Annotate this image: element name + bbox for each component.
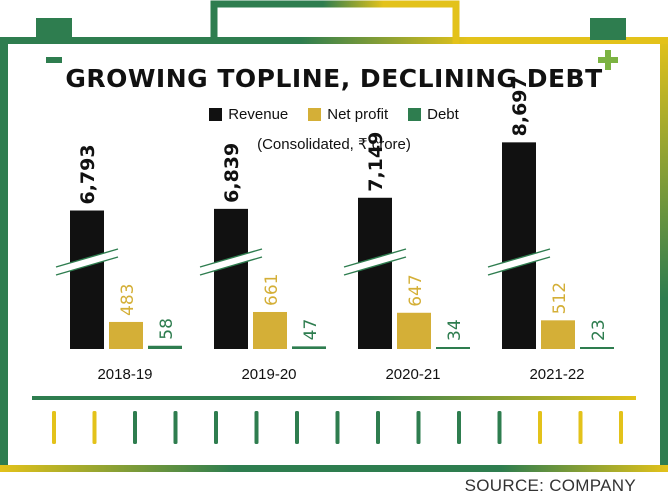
data-label-net-profit-2020-21: 647 bbox=[406, 274, 426, 306]
legend-item-debt: Debt bbox=[408, 106, 459, 123]
bar-debt-2019-20 bbox=[292, 346, 326, 349]
decorative-tick bbox=[335, 411, 340, 444]
legend-swatch-debt bbox=[408, 108, 422, 121]
bar-net-profit-2019-20 bbox=[253, 311, 287, 349]
plus-icon bbox=[598, 50, 618, 70]
data-label-revenue-2019-20: 6,839 bbox=[221, 143, 243, 203]
decorative-tick bbox=[497, 411, 502, 444]
legend: Revenue Net profit Debt bbox=[0, 106, 668, 123]
category-label-2020-21: 2020-21 bbox=[385, 366, 440, 383]
axis-break-line-bottom-2020-21 bbox=[343, 256, 407, 276]
legend-item-net-profit: Net profit bbox=[308, 106, 388, 123]
legend-item-revenue: Revenue bbox=[209, 106, 288, 123]
decorative-tick bbox=[619, 411, 623, 444]
bar-debt-2020-21 bbox=[436, 347, 470, 349]
minus-icon bbox=[46, 57, 62, 63]
decorative-tick bbox=[295, 411, 299, 444]
decorative-tick bbox=[173, 411, 178, 444]
axis-break-2021-22 bbox=[488, 249, 550, 275]
chart-subtitle: (Consolidated, ₹ crore) bbox=[257, 136, 411, 153]
decorative-tick bbox=[133, 411, 137, 444]
axis-break-line-bottom-2019-20 bbox=[199, 256, 263, 276]
bar-net-profit-2020-21 bbox=[397, 312, 431, 349]
decorative-tick bbox=[254, 411, 259, 444]
axis-break-2018-19 bbox=[56, 249, 118, 275]
decorative-tick bbox=[92, 411, 97, 444]
axis-break-line-top-2021-22 bbox=[487, 248, 551, 268]
bar-debt-2021-22 bbox=[580, 347, 614, 349]
decorative-tick bbox=[52, 411, 56, 444]
decorative-tick bbox=[416, 411, 421, 444]
data-label-debt-2021-22: 23 bbox=[589, 319, 609, 341]
bar-net-profit-2018-19 bbox=[109, 321, 143, 349]
chart-title: GROWING TOPLINE, DECLINING DEBT bbox=[65, 64, 603, 93]
category-label-2019-20: 2019-20 bbox=[241, 366, 296, 383]
data-label-revenue-2018-19: 6,793 bbox=[77, 144, 99, 204]
legend-label-net-profit: Net profit bbox=[327, 106, 389, 123]
data-label-revenue-2021-22: 8,697 bbox=[509, 76, 531, 136]
source-note: SOURCE: COMPANY bbox=[464, 476, 636, 495]
bar-revenue-2018-19 bbox=[70, 210, 104, 349]
decorative-tick bbox=[376, 411, 380, 444]
bar-revenue-2020-21 bbox=[358, 197, 392, 349]
category-label-2021-22: 2021-22 bbox=[529, 366, 584, 383]
legend-label-revenue: Revenue bbox=[228, 106, 289, 123]
bar-net-profit-2021-22 bbox=[541, 320, 575, 349]
data-label-net-profit-2021-22: 512 bbox=[550, 282, 570, 314]
axis-break-line-bottom-2021-22 bbox=[487, 256, 551, 276]
bar-debt-2018-19 bbox=[148, 345, 182, 349]
axis-break-line-top-2019-20 bbox=[199, 248, 263, 268]
decorative-tick bbox=[538, 411, 542, 444]
axis-break-line-top-2018-19 bbox=[55, 248, 119, 268]
data-label-revenue-2020-21: 7,149 bbox=[365, 132, 387, 192]
category-label-2018-19: 2018-19 bbox=[97, 366, 152, 383]
decorative-tick bbox=[214, 411, 218, 444]
legend-label-debt: Debt bbox=[427, 106, 459, 123]
axis-break-2019-20 bbox=[200, 249, 262, 275]
data-label-net-profit-2019-20: 661 bbox=[262, 274, 282, 306]
decorative-tick bbox=[578, 411, 583, 444]
legend-swatch-net-profit bbox=[308, 108, 322, 121]
data-label-debt-2018-19: 58 bbox=[157, 318, 177, 340]
bar-revenue-2019-20 bbox=[214, 208, 248, 349]
data-label-debt-2020-21: 34 bbox=[445, 319, 465, 341]
axis-break-2020-21 bbox=[344, 249, 406, 275]
bar-revenue-2021-22 bbox=[502, 142, 536, 349]
axis-break-line-top-2020-21 bbox=[343, 248, 407, 268]
data-label-net-profit-2018-19: 483 bbox=[118, 283, 138, 315]
data-label-debt-2019-20: 47 bbox=[301, 319, 321, 341]
axis-break-line-bottom-2018-19 bbox=[55, 256, 119, 276]
decorative-tick bbox=[457, 411, 461, 444]
bottom-ticks bbox=[52, 411, 623, 444]
legend-swatch-revenue bbox=[209, 108, 223, 121]
